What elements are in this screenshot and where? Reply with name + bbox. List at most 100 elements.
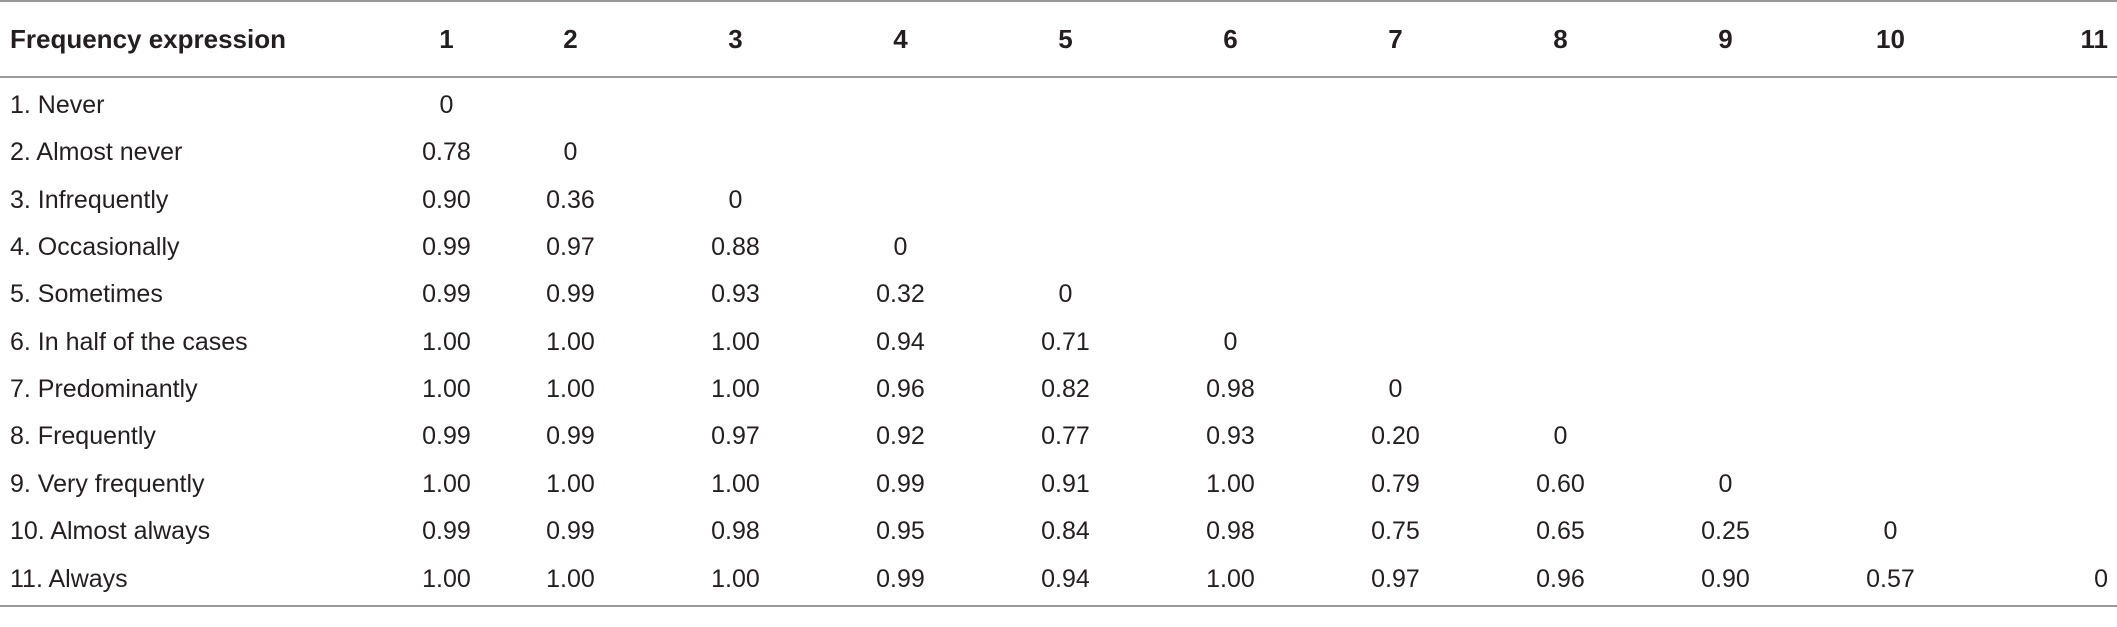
- table-cell: 1.00: [422, 374, 471, 403]
- table-cell: 0.99: [422, 422, 471, 451]
- table-cell: [1808, 77, 1973, 129]
- table-cell: [1643, 366, 1808, 413]
- table-cell: [1313, 129, 1478, 176]
- table-cell: [818, 129, 983, 176]
- table-cell: 0.90: [1643, 554, 1808, 607]
- row-label: 5. Sometimes: [10, 280, 163, 309]
- table-cell: [1313, 77, 1478, 129]
- row-label: 6. In half of the cases: [10, 327, 248, 356]
- table-cell: 1.00: [711, 374, 760, 403]
- table-cell: [1973, 318, 2117, 365]
- row-label: 11. Always: [0, 554, 405, 607]
- table-cell: [1313, 177, 1478, 224]
- table-cell: 0: [563, 138, 578, 167]
- table-cell: 0: [1058, 280, 1073, 309]
- header-col-5: 5: [983, 0, 1148, 78]
- table-cell: 0.79: [1371, 469, 1420, 498]
- data-table-container: Frequency expression 1 2 3 4 5 6 7 8 9 10 11 1. Ne…: [0, 0, 2117, 607]
- table-cell: 0.92: [876, 422, 925, 451]
- row-label: 9. Very frequently: [10, 469, 205, 498]
- table-cell: [1973, 77, 2117, 129]
- table-cell: [1478, 177, 1643, 224]
- table-cell: [1478, 129, 1643, 176]
- table-cell: [1478, 77, 1643, 129]
- table-cell: [488, 77, 653, 129]
- table-cell: 0.98: [1206, 516, 1255, 545]
- table-cell: 0.99: [422, 233, 471, 262]
- table-cell: [1643, 177, 1808, 224]
- table-row: 5. Sometimes 0.99 0.99 0.93 0.32 0: [0, 271, 2117, 318]
- table-cell: [1808, 318, 1973, 365]
- table-cell: [1973, 508, 2117, 555]
- table-cell: [1313, 318, 1478, 365]
- table-row: 7. Predominantly 1.00 1.00 1.00 0.96 0.82 0.98…: [0, 366, 2117, 413]
- frequency-expression-table: Frequency expression 1 2 3 4 5 6 7 8 9 10 11 1. Ne…: [0, 0, 2117, 607]
- table-cell: 1.00: [405, 554, 488, 607]
- table-cell: [983, 224, 1148, 271]
- table-cell: [1973, 271, 2117, 318]
- table-cell: [1478, 318, 1643, 365]
- row-label: 4. Occasionally: [10, 233, 180, 262]
- table-cell: 0.97: [1313, 554, 1478, 607]
- table-cell: [653, 77, 818, 129]
- table-row: 11. Always 1.00 1.00 1.00 0.99 0.94 1.00 0.97 0.…: [0, 554, 2117, 607]
- table-cell: 0.57: [1808, 554, 1973, 607]
- table-cell: 0.36: [546, 185, 595, 214]
- table-cell: 1.00: [546, 374, 595, 403]
- table-cell: 0.99: [546, 422, 595, 451]
- table-cell: 0.99: [546, 516, 595, 545]
- table-cell: [1313, 271, 1478, 318]
- table-cell: 1.00: [1206, 469, 1255, 498]
- table-cell: 0.84: [1041, 516, 1090, 545]
- table-row: 3. Infrequently 0.90 0.36 0: [0, 177, 2117, 224]
- table-cell: [1478, 224, 1643, 271]
- table-cell: [1808, 413, 1973, 460]
- header-col-7: 7: [1313, 0, 1478, 78]
- table-cell: [1808, 366, 1973, 413]
- table-cell: 1.00: [711, 469, 760, 498]
- table-cell: [1973, 413, 2117, 460]
- table-cell: 0.71: [1041, 327, 1090, 356]
- table-cell: 1.00: [546, 327, 595, 356]
- table-cell: 0.99: [422, 280, 471, 309]
- table-cell: [983, 77, 1148, 129]
- header-label: Frequency expression: [0, 0, 405, 78]
- table-cell: [1808, 460, 1973, 507]
- header-col-1: 1: [405, 0, 488, 78]
- header-row: Frequency expression 1 2 3 4 5 6 7 8 9 10 11: [0, 0, 2117, 78]
- table-cell: [1643, 271, 1808, 318]
- table-cell: [818, 77, 983, 129]
- table-cell: [1148, 271, 1313, 318]
- table-cell: 0.99: [818, 554, 983, 607]
- row-label: 7. Predominantly: [10, 374, 198, 403]
- table-cell: 0.99: [876, 469, 925, 498]
- table-cell: 0: [1388, 374, 1403, 403]
- table-cell: 0.78: [422, 138, 471, 167]
- table-cell: [1808, 224, 1973, 271]
- table-cell: 1.00: [546, 469, 595, 498]
- table-cell: [983, 177, 1148, 224]
- row-label: 1. Never: [10, 91, 105, 120]
- table-cell: [1973, 366, 2117, 413]
- table-cell: [1148, 77, 1313, 129]
- table-row: 8. Frequently 0.99 0.99 0.97 0.92 0.77 0.93 0.2…: [0, 413, 2117, 460]
- table-cell: 0: [893, 233, 908, 262]
- table-cell: 0.90: [422, 185, 471, 214]
- table-cell: 0.91: [1041, 469, 1090, 498]
- table-cell: 1.00: [653, 554, 818, 607]
- table-cell: [1643, 129, 1808, 176]
- table-row: 10. Almost always 0.99 0.99 0.98 0.95 0.84 0.9…: [0, 508, 2117, 555]
- table-cell: [1973, 224, 2117, 271]
- table-cell: 0.98: [711, 516, 760, 545]
- table-cell: 0.97: [546, 233, 595, 262]
- table-cell: 1.00: [1148, 554, 1313, 607]
- table-cell: 1.00: [422, 327, 471, 356]
- table-cell: 1.00: [422, 469, 471, 498]
- table-cell: 0.75: [1371, 516, 1420, 545]
- table-cell: [1643, 77, 1808, 129]
- table-cell: [1973, 177, 2117, 224]
- table-cell: 0.99: [422, 516, 471, 545]
- table-cell: [1973, 129, 2117, 176]
- table-cell: [653, 129, 818, 176]
- table-cell: 0.93: [711, 280, 760, 309]
